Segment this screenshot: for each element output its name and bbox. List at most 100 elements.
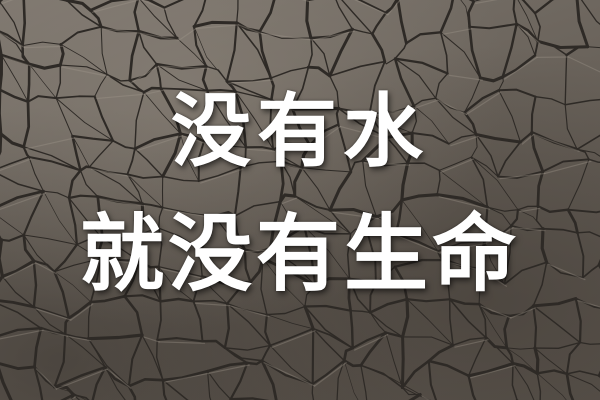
crack-line — [470, 156, 499, 178]
crack-line — [435, 193, 489, 209]
crack-line — [394, 42, 408, 60]
crack-line — [351, 331, 387, 350]
crack-line — [55, 95, 96, 99]
crack-highlight — [194, 302, 230, 307]
crack-line — [401, 297, 410, 339]
crack-line — [536, 205, 570, 214]
crack-line — [55, 97, 73, 137]
crack-line — [127, 377, 165, 388]
crack-line — [199, 214, 216, 251]
crack-line — [564, 54, 568, 106]
crack-line — [452, 337, 487, 346]
crack-line — [567, 158, 590, 211]
crack-line — [233, 166, 242, 218]
crack-line — [68, 197, 104, 240]
crack-line — [375, 198, 404, 218]
crack-line — [477, 302, 511, 318]
crack-line — [239, 146, 247, 169]
crack-line — [163, 0, 184, 9]
crack-line — [158, 227, 163, 268]
crack-line — [510, 208, 519, 227]
crack-line — [87, 301, 92, 340]
crack-line — [0, 88, 30, 103]
crack-line — [536, 369, 569, 376]
crack-highlight — [301, 0, 311, 3]
crack-line — [336, 359, 345, 400]
crack-highlight — [446, 261, 483, 272]
crack-line — [229, 397, 270, 400]
crack-line — [159, 297, 195, 303]
crack-highlight — [106, 368, 132, 389]
crack-line — [33, 365, 44, 400]
crack-line — [64, 333, 106, 368]
crack-line — [483, 206, 489, 243]
crack-line — [294, 195, 351, 235]
crack-highlight — [99, 198, 145, 207]
crack-line — [515, 22, 540, 43]
crack-line — [512, 0, 518, 26]
crack-line — [207, 370, 212, 400]
crack-line — [291, 66, 310, 110]
crack-line — [27, 62, 62, 70]
crack-line — [516, 23, 536, 56]
crack-highlight — [518, 25, 541, 44]
crack-line — [200, 248, 203, 278]
crack-line — [266, 305, 306, 316]
crack-line — [32, 259, 38, 309]
crack-highlight — [246, 249, 274, 253]
crack-line — [28, 156, 45, 192]
crack-line — [226, 77, 272, 83]
crack-line — [328, 170, 353, 212]
crack-line — [309, 27, 354, 40]
crack-line — [21, 44, 31, 66]
crack-line — [291, 107, 312, 147]
crack-line — [474, 132, 522, 144]
crack-highlight — [470, 365, 516, 379]
crack-line — [141, 334, 164, 381]
crack-line — [448, 298, 481, 306]
crack-line — [33, 326, 43, 369]
crack-highlight — [228, 305, 270, 318]
crack-line — [541, 158, 590, 173]
crack-line — [565, 372, 575, 400]
crack-line — [440, 31, 481, 79]
crack-highlight — [439, 242, 488, 254]
crack-line — [574, 297, 600, 309]
crack-line — [576, 231, 585, 279]
crack-line — [313, 277, 351, 287]
crack-line — [566, 208, 579, 235]
crack-line — [32, 259, 56, 273]
crack-line — [138, 259, 160, 269]
crack-line — [507, 304, 535, 318]
crack-line — [0, 156, 30, 169]
crack-line — [303, 225, 317, 287]
crack-line — [207, 370, 232, 400]
crack-highlight — [35, 308, 72, 321]
crack-line — [497, 88, 537, 98]
crack-line — [102, 238, 140, 262]
crack-line — [536, 372, 567, 400]
crack-line — [192, 299, 229, 305]
crack-line — [0, 30, 24, 47]
crack-highlight — [90, 168, 130, 177]
crack-line — [176, 37, 207, 67]
crack-highlight — [136, 135, 184, 152]
crack-line — [280, 160, 296, 197]
crack-line — [468, 25, 482, 80]
crack-line — [33, 306, 70, 319]
crack-line — [329, 75, 340, 110]
crack-highlight — [42, 329, 68, 337]
crack-line — [142, 86, 163, 94]
crack-highlight — [25, 137, 75, 150]
crack-line — [269, 76, 275, 101]
crack-line — [444, 259, 451, 301]
crack-line — [531, 297, 578, 308]
crack-line — [22, 100, 31, 149]
crack-line — [161, 132, 183, 179]
crack-line — [22, 41, 62, 47]
crack-highlight — [238, 24, 263, 35]
crack-line — [408, 392, 422, 400]
crack-line — [384, 0, 399, 15]
crack-line — [234, 90, 273, 101]
